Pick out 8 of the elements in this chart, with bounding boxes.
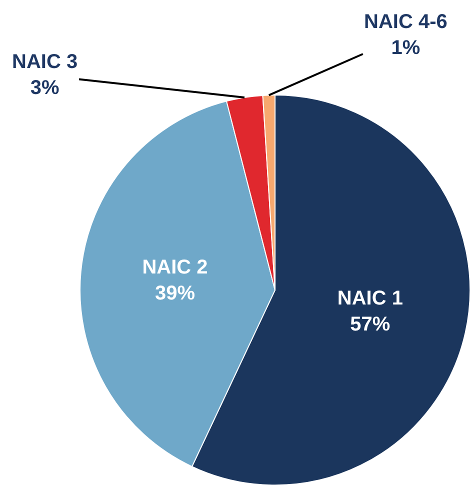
data-label: 3%: [30, 77, 60, 99]
slice-label: NAIC 3: [12, 51, 78, 73]
data-label: 57%: [350, 313, 390, 336]
slice-label: NAIC 4-6: [364, 11, 448, 33]
slice-label: NAIC 1: [337, 287, 403, 310]
data-label: 39%: [154, 282, 196, 305]
data-label: 1%: [391, 37, 420, 59]
slice-label: NAIC 2: [142, 256, 208, 279]
